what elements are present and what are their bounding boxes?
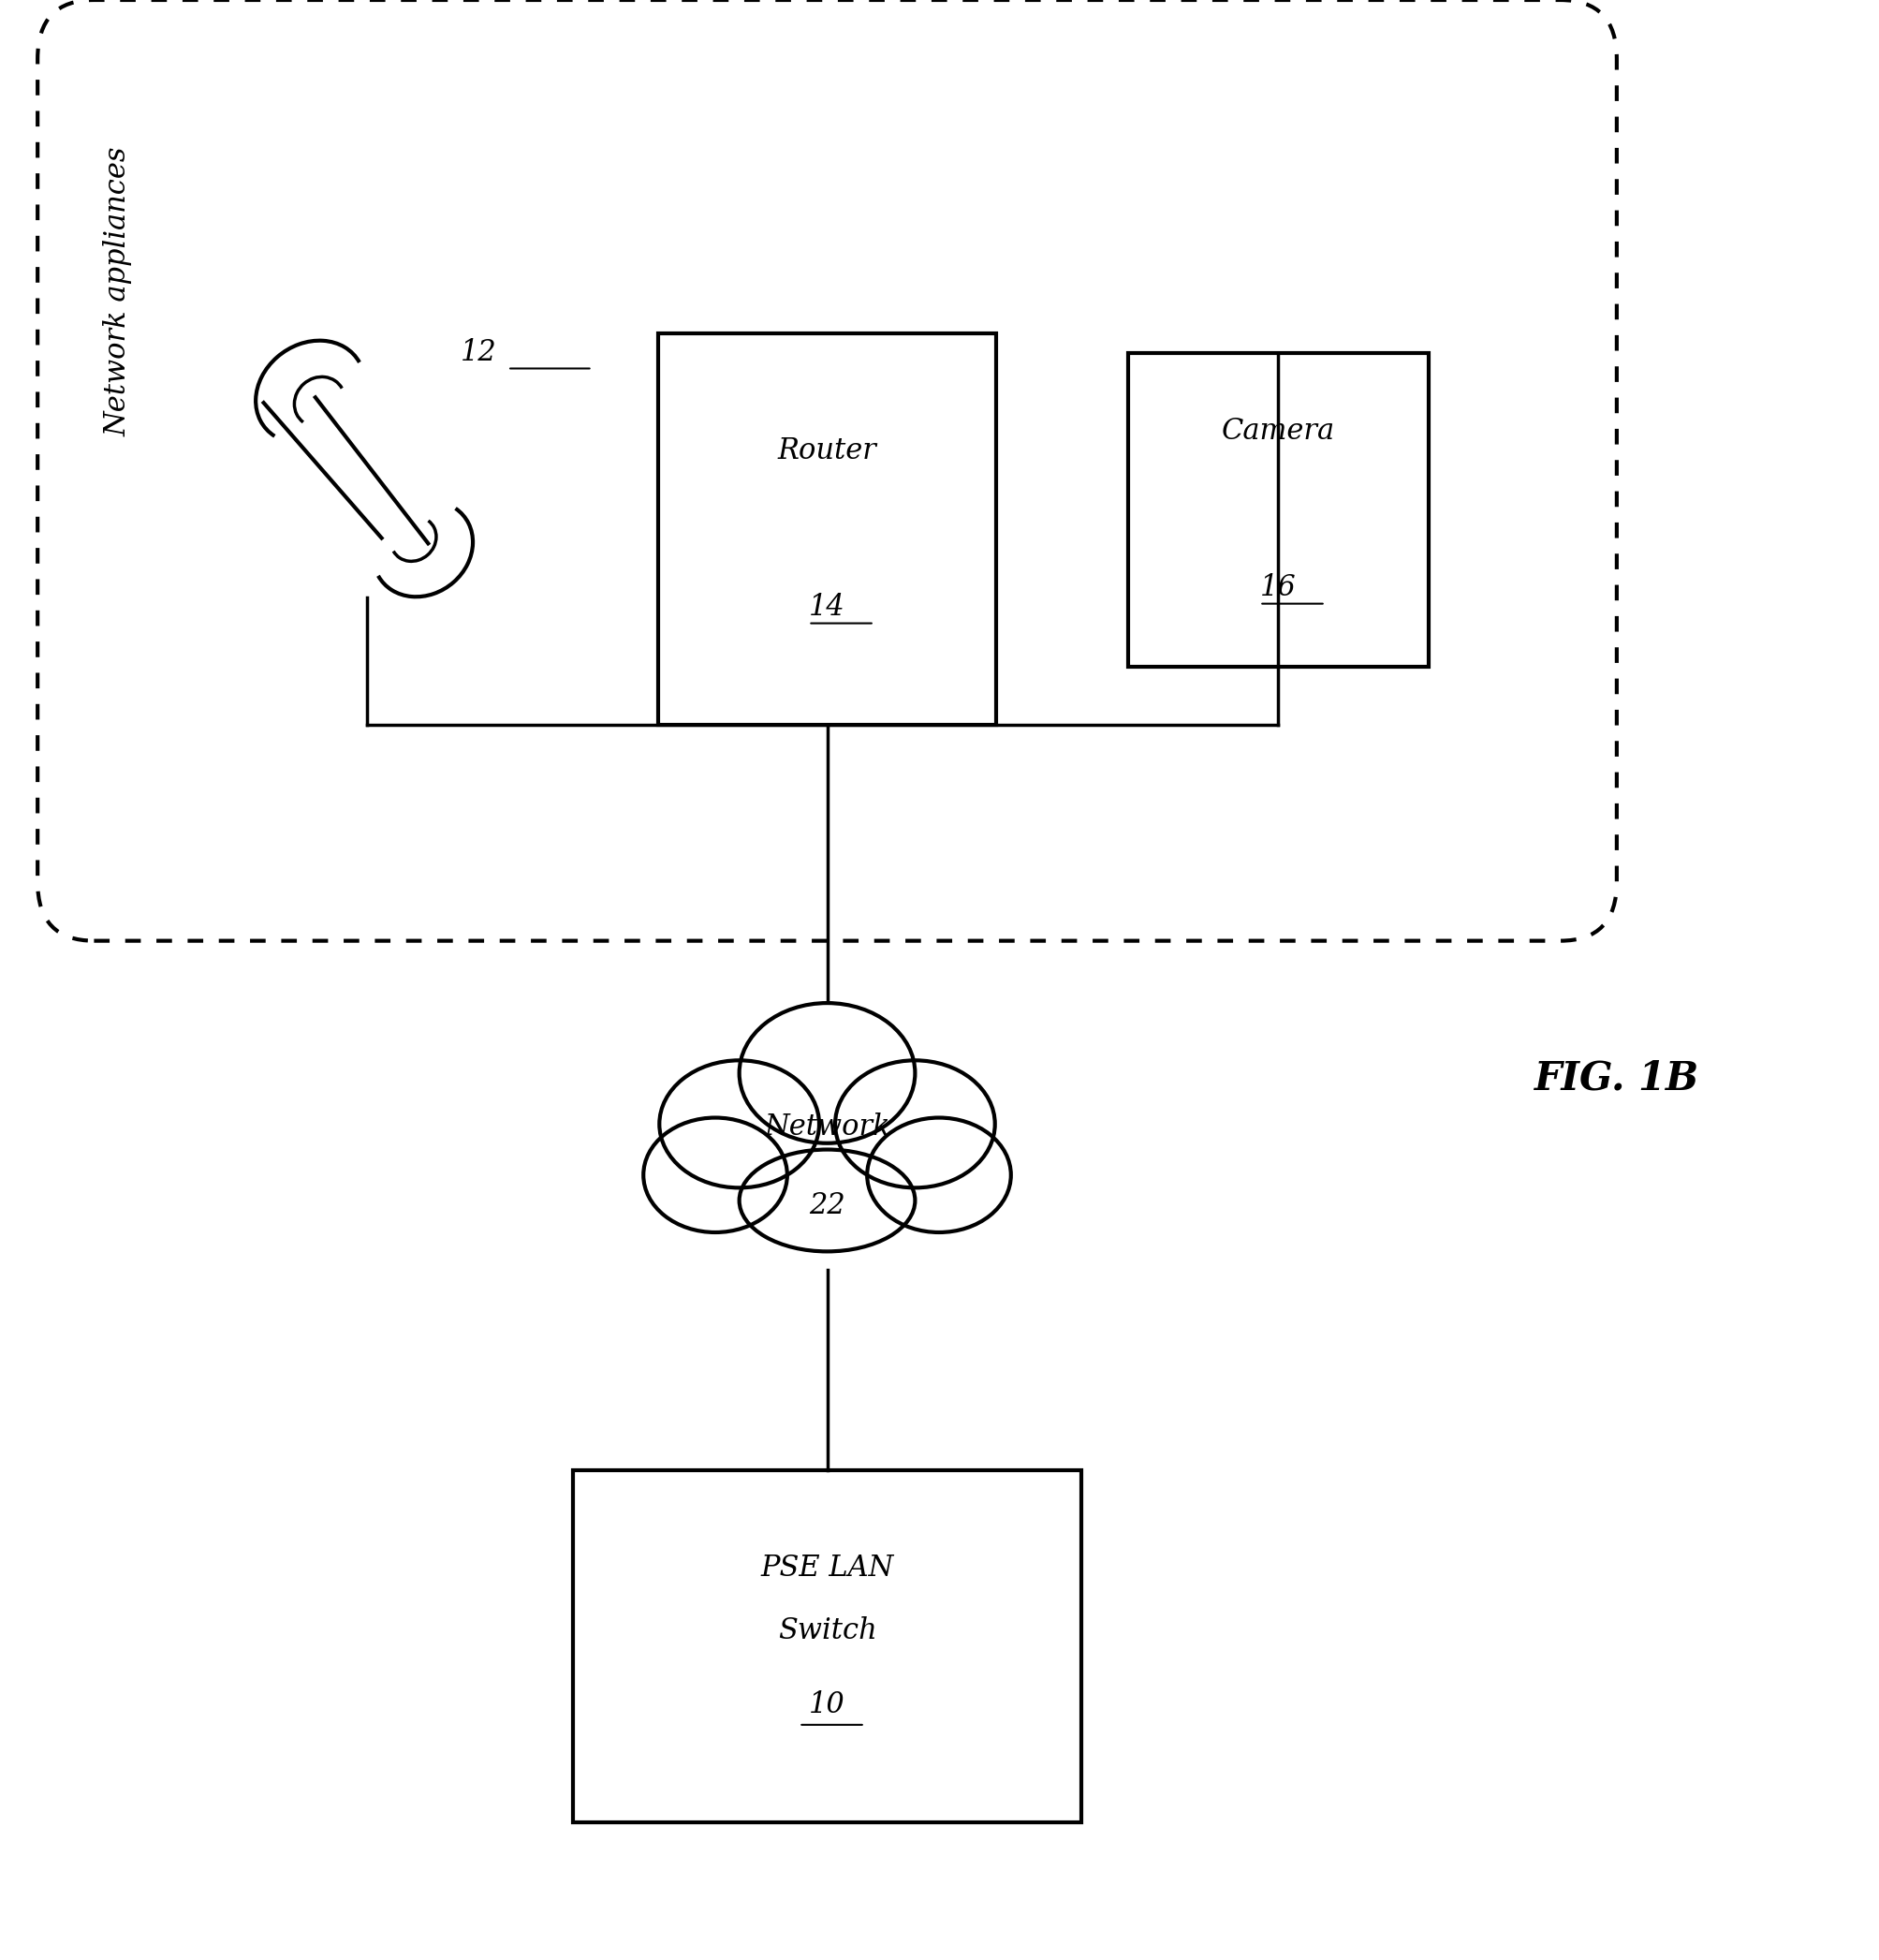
Text: 10: 10 [808, 1691, 846, 1719]
Text: 22: 22 [808, 1192, 846, 1219]
Ellipse shape [738, 1149, 915, 1252]
Ellipse shape [738, 1004, 915, 1143]
Text: PSE LAN: PSE LAN [761, 1554, 893, 1582]
Text: 16: 16 [1259, 574, 1297, 602]
Text: FIG. 1B: FIG. 1B [1533, 1058, 1699, 1098]
Text: Camera: Camera [1221, 417, 1334, 445]
Text: Switch: Switch [778, 1617, 876, 1644]
Ellipse shape [866, 1117, 1011, 1233]
Text: 14: 14 [808, 594, 846, 621]
Ellipse shape [834, 1060, 994, 1188]
Text: Network: Network [763, 1113, 891, 1141]
FancyBboxPatch shape [658, 333, 996, 725]
FancyBboxPatch shape [1127, 353, 1428, 666]
Ellipse shape [660, 1060, 819, 1188]
Text: Router: Router [778, 437, 876, 465]
Text: 12: 12 [460, 339, 496, 367]
FancyBboxPatch shape [573, 1470, 1080, 1823]
Text: Network appliances: Network appliances [103, 147, 132, 437]
Ellipse shape [643, 1117, 787, 1233]
